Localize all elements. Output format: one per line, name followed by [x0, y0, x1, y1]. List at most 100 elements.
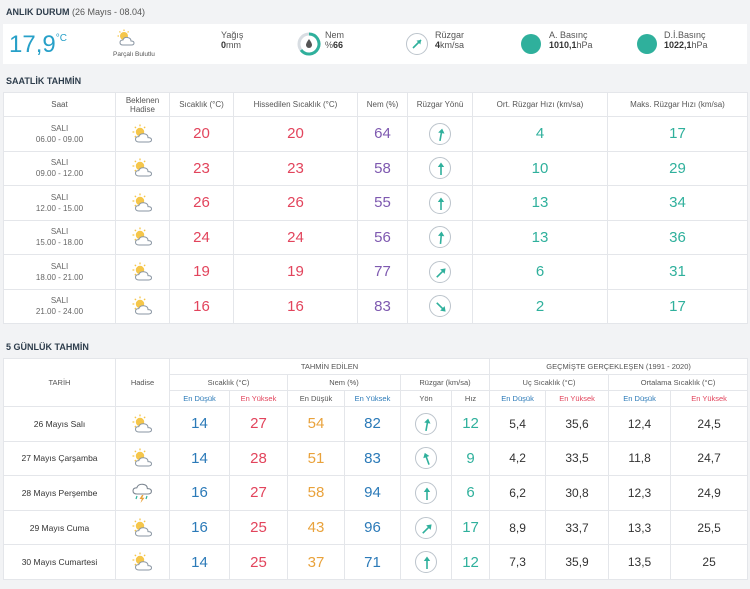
- max-temp-value: 28: [229, 440, 288, 477]
- header-hadise: Beklenen Hadise: [115, 92, 170, 117]
- wind-direction-cell: [407, 116, 473, 152]
- hourly-header-row: Saat Beklenen Hadise Sıcaklık (°C) Hissed…: [3, 92, 748, 117]
- hourly-section-title: SAATLİK TAHMİN: [6, 76, 82, 86]
- wind-direction-cell: [407, 219, 473, 255]
- humidity-value: 77: [357, 254, 408, 290]
- avg-min-value: 13,3: [608, 509, 672, 546]
- wind-direction-icon: [429, 260, 451, 283]
- feels-like-value: 24: [233, 219, 358, 255]
- weather-cell: [115, 219, 170, 255]
- daily-forecast-table: TARİH Hadise TAHMİN EDİLEN GEÇMİŞTE GERÇ…: [3, 358, 749, 580]
- temperature-value: 16: [169, 288, 234, 324]
- pressure-icon: [521, 34, 541, 54]
- wind-direction-icon: [406, 33, 428, 55]
- wind-direction-cell: [400, 509, 452, 546]
- partly-cloudy-icon: [117, 29, 135, 46]
- table-row: 29 Mayıs Cuma 16 25 43 96 17 8,9 33,7 13,3 25,5: [3, 509, 749, 546]
- max-humidity-value: 82: [344, 406, 401, 442]
- header-en-dusuk: En Düşük: [489, 390, 547, 407]
- table-row: 26 Mayıs Salı 14 27 54 82 12 5,4 35,6 12,4 24,5: [3, 406, 749, 442]
- min-humidity-value: 54: [287, 406, 345, 442]
- header-uc-sicaklik: Uç Sıcaklık (°C): [489, 374, 610, 391]
- table-row: SALI 21.00 - 24.00 16 16 83 2 17: [3, 288, 748, 324]
- current-sea-level-pressure: D.İ.Basınç 1022,1hPa: [664, 30, 708, 50]
- time-range: SALI 12.00 - 15.00: [3, 185, 116, 221]
- partly-cloudy-icon: [132, 296, 152, 315]
- header-hiz: Hız: [450, 390, 491, 407]
- wind-direction-cell: [407, 150, 473, 186]
- current-conditions: 17,9°C Parçalı Bulutlu Yağış 0mm Nem %66: [3, 24, 747, 64]
- partly-cloudy-icon: [132, 552, 152, 571]
- table-row: 27 Mayıs Çarşamba 14 28 51 83 9 4,2 33,5 11,8 24,…: [3, 440, 749, 477]
- wind-direction-cell: [400, 475, 452, 511]
- temperature-value: 19: [169, 254, 234, 290]
- min-temp-value: 16: [169, 475, 230, 511]
- daily-section-title: 5 GÜNLÜK TAHMİN: [6, 342, 89, 352]
- min-humidity-value: 51: [287, 440, 345, 477]
- table-row: SALI 06.00 - 09.00 20 20 64 4 17: [3, 116, 748, 152]
- header-gecmis: GEÇMİŞTE GERÇEKLEŞEN (1991 - 2020): [489, 358, 749, 375]
- partly-cloudy-icon: [132, 448, 152, 467]
- wind-direction-icon: [415, 412, 437, 435]
- date-cell: 29 Mayıs Cuma: [3, 509, 116, 546]
- weather-cell: [115, 475, 170, 511]
- max-temp-value: 25: [229, 544, 288, 580]
- weather-cell: [115, 440, 170, 477]
- temperature-value: 23: [169, 150, 234, 186]
- table-row: SALI 15.00 - 18.00 24 24 56 13 36: [3, 219, 748, 255]
- wind-direction-cell: [400, 440, 452, 477]
- weather-cell: [115, 544, 170, 580]
- wind-direction-icon: [415, 516, 437, 539]
- weather-cell: [115, 509, 170, 546]
- table-row: 30 Mayıs Cumartesi 14 25 37 71 12 7,3 35,9 13,5 2…: [3, 544, 749, 580]
- extreme-min-value: 7,3: [489, 544, 547, 580]
- current-temperature: 17,9°C: [9, 31, 67, 58]
- header-tarih: TARİH: [3, 358, 116, 407]
- temperature-value: 26: [169, 185, 234, 221]
- wind-direction-cell: [407, 185, 473, 221]
- table-row: SALI 09.00 - 12.00 23 23 58 10 29: [3, 150, 748, 186]
- weather-cell: [115, 254, 170, 290]
- partly-cloudy-icon: [132, 518, 152, 537]
- partly-cloudy-icon: [132, 227, 152, 246]
- avg-max-value: 24,7: [670, 440, 749, 477]
- max-humidity-value: 94: [344, 475, 401, 511]
- time-range: SALI 15.00 - 18.00: [3, 219, 116, 255]
- humidity-value: 83: [357, 288, 408, 324]
- header-en-yuksek: En Yüksek: [545, 390, 610, 407]
- sea-level-pressure-icon: [637, 34, 657, 54]
- current-timestamp: (26 Mayıs - 08.04): [72, 7, 146, 17]
- header-saat: Saat: [3, 92, 116, 117]
- wind-direction-icon: [415, 551, 437, 574]
- max-wind-value: 34: [607, 185, 748, 221]
- feels-like-value: 23: [233, 150, 358, 186]
- table-row: 28 Mayıs Perşembe 16 27 58 94 6 6,2 30,8 12,3 24,…: [3, 475, 749, 511]
- header-en-yuksek: En Yüksek: [229, 390, 288, 407]
- partly-cloudy-icon: [132, 158, 152, 177]
- max-humidity-value: 83: [344, 440, 401, 477]
- max-wind-value: 17: [607, 288, 748, 324]
- avg-wind-value: 13: [472, 185, 608, 221]
- wind-speed-value: 6: [450, 475, 491, 511]
- temperature-value: 20: [169, 116, 234, 152]
- wind-direction-icon: [429, 191, 451, 214]
- extreme-min-value: 5,4: [489, 406, 547, 442]
- header-sicaklik: Sıcaklık (°C): [169, 92, 234, 117]
- header-hissedilen: Hissedilen Sıcaklık (°C): [233, 92, 358, 117]
- humidity-value: 55: [357, 185, 408, 221]
- header-yon: Yön: [400, 390, 452, 407]
- wind-direction-cell: [400, 544, 452, 580]
- header-daily-nem: Nem (%): [287, 374, 401, 391]
- max-wind-value: 29: [607, 150, 748, 186]
- header-ruzgar-yonu: Rüzgar Yönü: [407, 92, 473, 117]
- header-maks-ruzgar: Maks. Rüzgar Hızı (km/sa): [607, 92, 748, 117]
- header-en-yuksek: En Yüksek: [344, 390, 401, 407]
- max-wind-value: 36: [607, 219, 748, 255]
- min-humidity-value: 37: [287, 544, 345, 580]
- wind-direction-icon: [415, 447, 437, 470]
- table-row: SALI 18.00 - 21.00 19 19 77 6 31: [3, 254, 748, 290]
- weather-cell: [115, 288, 170, 324]
- extreme-min-value: 8,9: [489, 509, 547, 546]
- header-en-dusuk: En Düşük: [287, 390, 345, 407]
